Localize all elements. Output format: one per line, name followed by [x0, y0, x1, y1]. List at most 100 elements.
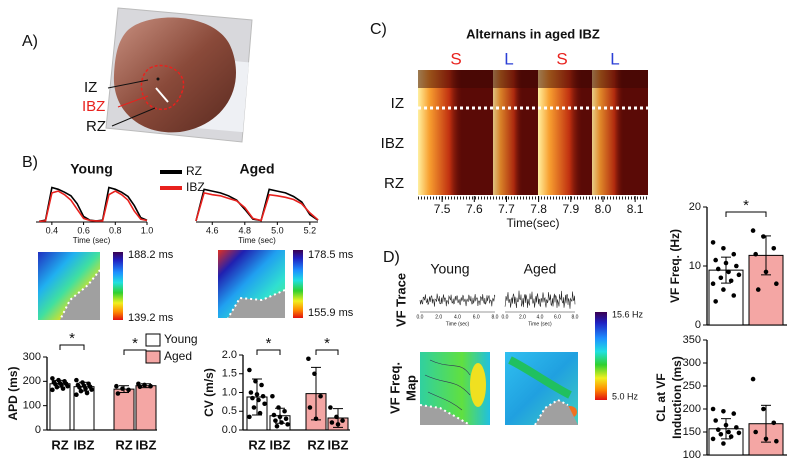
data-point: [731, 251, 737, 257]
data-point: [713, 257, 718, 263]
trace-line: [195, 191, 319, 222]
data-point: [721, 246, 726, 251]
x-tick-label: 0.4: [46, 225, 59, 235]
legend-swatch: [145, 350, 161, 364]
trace-line: [39, 190, 148, 223]
y-tick-label: 0.0: [222, 424, 237, 436]
alternans-heatmap: [418, 70, 648, 200]
trace-tick-label: 6.0: [473, 314, 480, 320]
y-tick-label: 0: [35, 424, 41, 436]
data-point: [750, 376, 756, 382]
row-label: IBZ: [381, 135, 404, 152]
chart-title: Aged: [240, 161, 275, 177]
data-point: [761, 234, 766, 239]
x-tick-label: IBZ: [136, 437, 157, 452]
data-point: [731, 411, 737, 416]
data-point: [750, 228, 756, 233]
significance-star: *: [69, 330, 75, 347]
data-point: [253, 378, 258, 384]
trace-tick-label: 8.0: [492, 314, 499, 320]
data-point: [260, 393, 266, 399]
data-point: [774, 281, 779, 287]
beat-label: S: [556, 49, 567, 68]
data-point: [329, 420, 335, 425]
legend-label: RZ: [186, 164, 202, 178]
trace-tick-label: 6.0: [554, 314, 561, 320]
data-point: [50, 387, 55, 393]
data-point: [753, 429, 758, 435]
data-point: [137, 384, 143, 389]
row-label: VF Trace: [393, 273, 408, 327]
data-point: [713, 299, 718, 304]
data-point: [148, 383, 153, 389]
y-axis-label: Induction (ms): [670, 356, 684, 439]
vf-trace: [419, 293, 496, 307]
data-point: [763, 269, 769, 275]
data-point: [313, 416, 319, 422]
y-tick-label: 200: [683, 403, 701, 415]
data-point: [276, 405, 281, 410]
y-axis-label: CL at VF: [654, 373, 668, 421]
x-axis-label: Time (sec): [238, 236, 276, 245]
data-point: [114, 383, 119, 389]
data-point: [59, 382, 64, 388]
data-point: [89, 387, 94, 392]
legend-swatch: [145, 333, 161, 347]
data-point: [736, 272, 742, 278]
trace-tick-label: 0.0: [502, 314, 509, 320]
data-point: [120, 386, 125, 391]
y-tick-label: 350: [683, 334, 701, 346]
y-tick-label: 0: [695, 319, 701, 331]
beat-label: S: [450, 49, 461, 68]
x-tick-label: 4.8: [239, 225, 252, 235]
data-point: [250, 395, 255, 401]
panel-label: A): [22, 33, 38, 50]
vf-trace: [504, 290, 576, 309]
y-tick-label: 200: [23, 375, 41, 387]
data-point: [736, 430, 742, 436]
significance-bracket: [315, 349, 339, 355]
y-tick-label: 2.0: [222, 349, 237, 361]
data-point: [713, 418, 718, 423]
x-tick-label: 0.8: [109, 225, 122, 235]
trace-tick-label: 8.0: [572, 314, 579, 320]
data-point: [77, 385, 82, 390]
column-label: Young: [430, 261, 469, 277]
row-label: VF Freq.: [387, 362, 402, 414]
x-tick-label: 7.9: [562, 202, 579, 216]
trace-tick-label: 2.0: [435, 314, 442, 320]
row-label: RZ: [384, 175, 404, 192]
data-point: [731, 293, 737, 298]
trace-axis-label: Time (sec): [528, 321, 552, 327]
data-point: [254, 392, 260, 397]
data-point: [84, 390, 90, 396]
x-tick-label: 8.1: [627, 202, 644, 216]
y-tick-label: 1.0: [222, 386, 237, 398]
data-point: [710, 240, 716, 245]
significance-bracket: [725, 211, 767, 217]
data-point: [270, 393, 275, 399]
legend-label: Young: [164, 332, 198, 346]
data-point: [283, 416, 289, 422]
data-point: [248, 390, 254, 395]
data-point: [256, 397, 261, 403]
data-point: [718, 432, 724, 437]
data-point: [710, 436, 716, 442]
legend-label: IBZ: [186, 180, 205, 194]
colorbar-label: 188.2 ms: [128, 249, 174, 261]
data-point: [115, 391, 121, 396]
x-tick-label: 0.6: [77, 225, 90, 235]
y-tick-label: 250: [683, 380, 701, 392]
y-tick-label: 20: [689, 201, 701, 213]
data-point: [774, 438, 779, 444]
x-tick-label: 7.8: [530, 202, 547, 216]
significance-bracket: [256, 349, 281, 355]
x-tick-label: 7.5: [434, 202, 451, 216]
data-point: [277, 414, 283, 420]
colorbar-label: 15.6 Hz: [612, 309, 644, 319]
trace-line: [195, 188, 319, 222]
data-point: [282, 408, 287, 414]
data-point: [257, 410, 263, 416]
x-tick-label: 8.0: [595, 202, 612, 216]
